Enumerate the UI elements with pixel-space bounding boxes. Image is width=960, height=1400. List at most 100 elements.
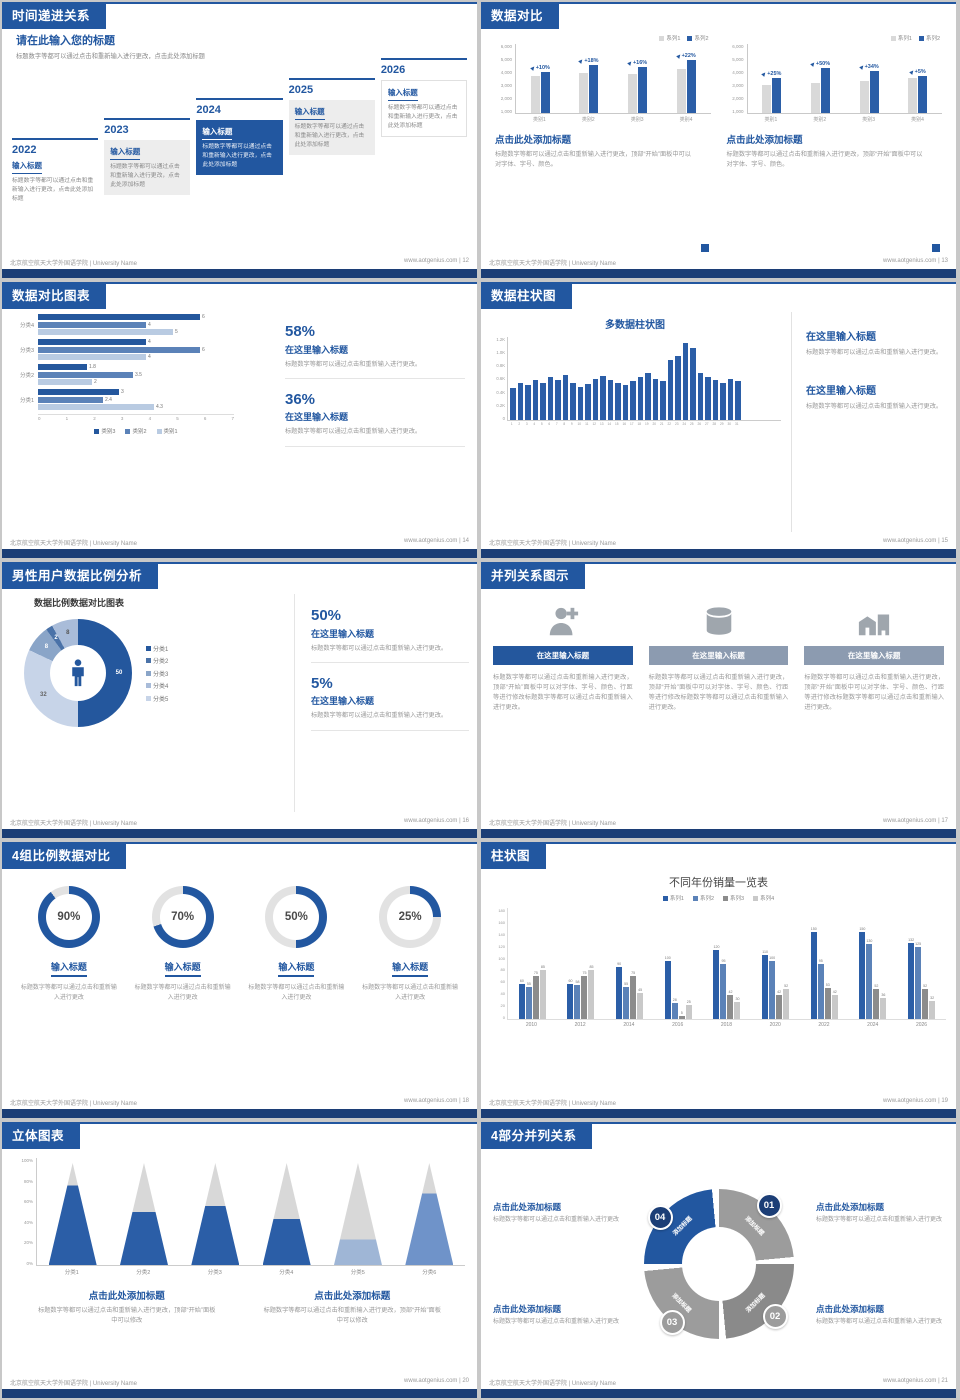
timeline-card: 输入标题 标题数字等都可以通过点击和重新输入进行更改，点击此处添加标题 [104, 140, 191, 196]
x-tick-label: 22 [667, 422, 672, 426]
value-label: 36 [881, 993, 886, 997]
stat-text: 标题数字等都可以通过点击和重新输入进行更改。 [285, 428, 422, 436]
bar-pair [579, 65, 599, 113]
column-title-bar: 在这里输入标题 [804, 646, 945, 665]
value-label: 6 [202, 346, 205, 353]
y-tick-label: 0 [502, 415, 505, 421]
y-tick-label: 0.4K [496, 389, 505, 395]
y-tick-label: 0 [502, 1014, 505, 1020]
legend: 系列1 系列2 [659, 34, 709, 42]
content: 100% 80% 60% 40% 20% 0% 分类1 分类2 分类3 分类4 分类5 分类6 点击此… [14, 1158, 465, 1372]
y-tick-label: 80% [23, 1178, 33, 1184]
y-tick-label: 140 [498, 931, 505, 937]
value-label: 110 [762, 950, 768, 954]
bar: 120 [713, 945, 720, 1019]
legend-item: 分类3 [146, 669, 168, 678]
caption-title: 点击此处添加标题 [493, 1304, 562, 1314]
value-label: 3.5 [135, 371, 142, 378]
timeline-card: 输入标题 标题数字等都可以通过点击和重新输入进行更改，点击此处添加标题 [12, 160, 98, 203]
number-badge: 03 [659, 1310, 685, 1335]
bar: 45 [637, 988, 644, 1019]
caption-block: 点击此处添加标题 标题数字等都可以通过点击和重新输入进行更改，顶部“开始”面板中… [240, 1288, 466, 1325]
value-label: 150 [810, 927, 817, 931]
footer-page: www.aotgenius.com | 19 [883, 1098, 948, 1104]
bar-pair [811, 68, 830, 113]
series1-bar [676, 69, 686, 113]
series1-bar [530, 76, 540, 113]
y-axis: 100% 80% 60% 40% 20% 0% [14, 1158, 36, 1266]
x-tick-label: 21 [659, 422, 664, 426]
x-tick-label: 2 [518, 422, 521, 426]
caption-title: 点击此处添加标题 [314, 1291, 391, 1302]
value-label: 120 [713, 945, 720, 949]
category-label: 分类3 [19, 347, 34, 354]
plot-area [507, 337, 781, 421]
bar: 95 [817, 959, 824, 1019]
bar-pair [859, 71, 879, 113]
footer-accent-bar [481, 549, 956, 558]
bar-line: 2.4 [38, 396, 163, 403]
value-label: 1.8 [89, 364, 96, 370]
value-label: 42 [832, 990, 837, 994]
value-label: 75 [533, 971, 538, 975]
y-tick-label: 80 [500, 967, 505, 973]
value-label: 4 [148, 321, 151, 328]
x-tick-label: 2020 [769, 1022, 781, 1028]
bar [540, 383, 546, 420]
value-label: 95 [721, 959, 726, 963]
y-tick-label: 1.2K [496, 337, 505, 342]
x-tick-label: 18 [637, 422, 642, 426]
bar: 75 [532, 971, 539, 1019]
bar-group: 150 95 53 42 [810, 927, 838, 1019]
x-tick-label: 11 [585, 422, 589, 426]
bar: 60 [518, 979, 525, 1019]
slide-header-title: 柱状图 [481, 844, 547, 869]
male-icon [72, 659, 84, 687]
bar [38, 404, 154, 410]
intro-title: 请在此输入您的标题 [16, 35, 115, 47]
bar [555, 380, 561, 420]
value-label: 55 [526, 982, 531, 986]
bar [38, 396, 103, 403]
x-axis: 2010 2012 2014 2016 2018 2020 2022 2024 2026 [507, 1022, 946, 1028]
legend-item: 分类5 [146, 694, 168, 703]
legend-swatch [146, 695, 151, 701]
bar [645, 373, 651, 420]
plot-column: 60 55 75 85 60 58 75 85 90 55 75 45 100 28 5 25 120 95 42 3… [507, 908, 946, 1028]
timeline-item: 2022 输入标题 标题数字等都可以通过点击和重新输入进行更改，点击此处添加标题 [12, 138, 99, 203]
y-tick-label: 3,000 [500, 83, 512, 88]
value-label: 85 [540, 965, 545, 969]
cone [48, 1163, 97, 1265]
page-number: 19 [941, 1098, 948, 1104]
page-number: 16 [462, 818, 469, 824]
timeline-item: 2024 输入标题 标题数字等都可以通过点击和重新输入进行更改，点击此处添加标题 [196, 98, 283, 203]
x-tick-label: 2 [93, 416, 96, 421]
bar [630, 381, 636, 420]
ring-title: 输入标题 [50, 960, 87, 977]
slide-header-title: 数据对比图表 [2, 284, 107, 309]
x-tick-label: 30 [727, 422, 732, 426]
left-blocks: 点击此处添加标题 标题数字等都可以通过点击和重新输入进行更改 点击此处添加标题 … [493, 1158, 621, 1370]
ratio-column: 50% 输入标题 标题数字等都可以通过点击和重新输入进行更改 [240, 886, 354, 1090]
stat-text: 标题数字等都可以通过点击和重新输入进行更改。 [806, 402, 943, 410]
caption-text: 标题数字等都可以通过点击和重新输入进行更改 [493, 1217, 620, 1223]
legend-item: 分类1 [146, 644, 168, 653]
cone [262, 1163, 311, 1265]
value-label: 45 [638, 988, 643, 992]
y-tick-label: 1,000 [500, 109, 512, 114]
number-badge: 04 [647, 1205, 673, 1230]
cone [191, 1163, 240, 1265]
ratio-column: 90% 输入标题 标题数字等都可以通过点击和重新输入进行更改 [12, 886, 126, 1090]
database-icon [702, 598, 736, 646]
stat-percent: 58% [285, 323, 316, 340]
value-label: 50 [115, 670, 123, 676]
caption-text: 标题数字等都可以通过点击和重新输入进行更改 [816, 1217, 943, 1223]
chart-title: 多数据柱状图 [605, 320, 665, 331]
column-title-bar: 在这里输入标题 [648, 646, 789, 665]
x-tick-label: 2016 [672, 1022, 684, 1028]
chart-body: 6,000 5,000 4,000 3,000 2,000 1,000 +25% +50% +3… [727, 44, 942, 123]
y-tick-label: 120 [498, 943, 505, 949]
x-tick-label: 25 [689, 422, 694, 426]
growth-label: +50% [810, 61, 830, 67]
bar-line: 4 [38, 354, 205, 360]
